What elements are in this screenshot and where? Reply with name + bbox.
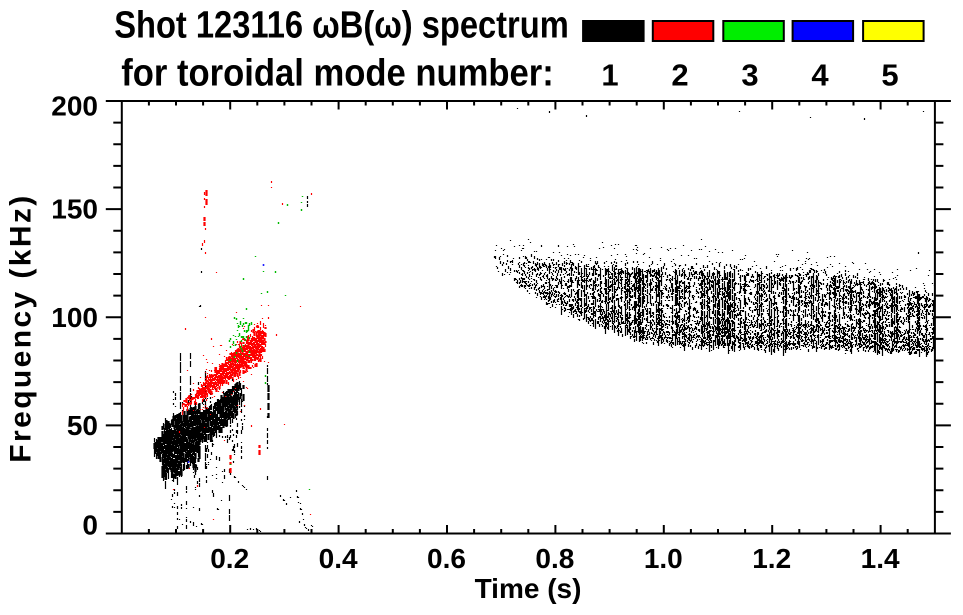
svg-text:2: 2	[671, 58, 688, 93]
svg-text:Shot 123116 ωB(ω) spectrum: Shot 123116 ωB(ω) spectrum	[114, 3, 569, 46]
svg-text:0.6: 0.6	[427, 543, 466, 574]
svg-text:200: 200	[51, 91, 98, 122]
svg-text:0: 0	[82, 510, 98, 541]
svg-text:1.0: 1.0	[644, 543, 683, 574]
svg-text:0.8: 0.8	[535, 543, 574, 574]
svg-text:3: 3	[741, 58, 758, 93]
svg-text:150: 150	[51, 193, 98, 224]
svg-text:1.2: 1.2	[752, 543, 791, 574]
svg-text:for toroidal mode number:: for toroidal mode number:	[121, 51, 553, 94]
svg-text:Frequency (kHz): Frequency (kHz)	[5, 193, 38, 462]
svg-text:0.2: 0.2	[210, 543, 249, 574]
svg-text:50: 50	[67, 410, 98, 441]
svg-text:4: 4	[811, 58, 829, 93]
svg-text:Time (s): Time (s)	[475, 573, 582, 604]
svg-text:1.4: 1.4	[861, 543, 900, 574]
svg-text:100: 100	[51, 302, 98, 333]
svg-text:1: 1	[601, 58, 618, 93]
svg-text:5: 5	[881, 58, 898, 93]
svg-text:0.4: 0.4	[319, 543, 358, 574]
